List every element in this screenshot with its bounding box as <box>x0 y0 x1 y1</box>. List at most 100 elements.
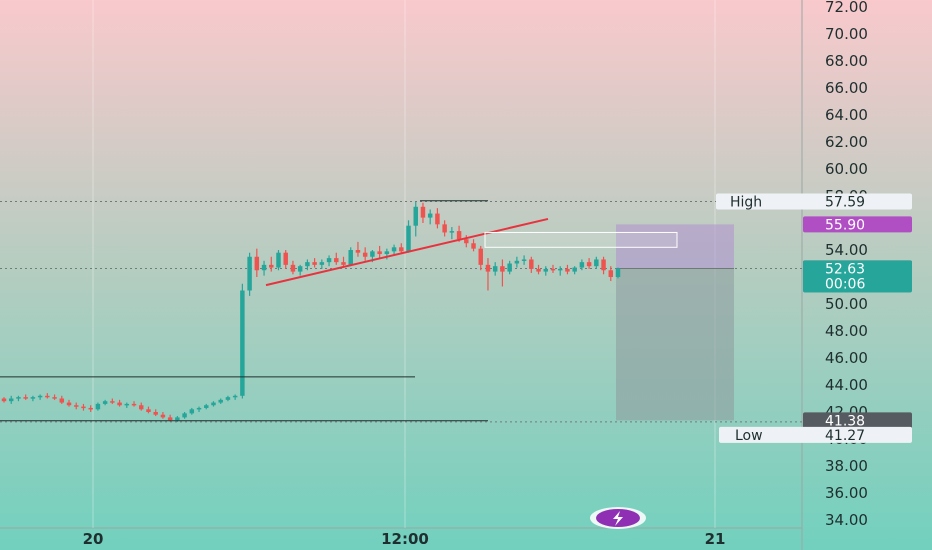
candle-body <box>225 397 231 400</box>
x-tick-label: 20 <box>83 530 104 548</box>
candle-body <box>167 417 173 421</box>
x-tick-label: 21 <box>705 530 726 548</box>
candle-body <box>427 213 433 218</box>
countdown-tag: 00:06 <box>825 276 865 292</box>
low-label: Low <box>735 428 763 444</box>
candle-body <box>319 262 325 265</box>
y-tick-label: 60.00 <box>825 160 868 178</box>
candle-body <box>399 247 404 252</box>
stop-loss-tag-bg <box>803 216 912 233</box>
y-tick-label: 64.00 <box>825 106 868 124</box>
candle-body <box>247 256 252 291</box>
candle-body <box>536 268 541 272</box>
candle-body <box>240 290 245 396</box>
candle-body <box>73 405 79 407</box>
candle-body <box>586 262 592 267</box>
candle-body <box>413 206 418 226</box>
candle-body <box>297 266 303 272</box>
candle-body <box>204 405 209 408</box>
y-tick-label: 66.00 <box>825 79 868 97</box>
candle-body <box>492 266 498 272</box>
take-profit-tag-bg <box>803 412 912 429</box>
candle-body <box>384 251 390 255</box>
price-tags: High57.5955.9052.6452.6300:0641.38Low41.… <box>716 193 912 444</box>
high-value: 57.59 <box>825 195 865 211</box>
candle-body <box>608 270 614 277</box>
candle-body <box>406 225 411 252</box>
candle-body <box>594 259 599 267</box>
x-tick-label: 12:00 <box>381 530 429 548</box>
low-tag-bg <box>719 426 912 443</box>
candle-body <box>341 262 346 265</box>
candle-body <box>507 263 512 272</box>
candle-body <box>377 251 382 255</box>
candle-body <box>160 414 166 418</box>
candle-body <box>449 231 455 233</box>
lightning-icon[interactable] <box>590 507 646 529</box>
candle-body <box>81 406 86 409</box>
candle-body <box>464 239 469 244</box>
candle-body <box>95 403 101 410</box>
candle-body <box>420 206 426 218</box>
high-label: High <box>730 195 762 211</box>
candle-body <box>478 248 483 265</box>
low-value: 41.27 <box>825 428 865 444</box>
y-tick-label: 50.00 <box>825 295 868 313</box>
candle-body <box>550 268 556 271</box>
high-tag-bg <box>716 193 912 210</box>
candle-body <box>124 403 130 406</box>
candle-body <box>1 398 7 402</box>
stop-loss-zone <box>616 224 734 269</box>
candle-body <box>110 401 115 403</box>
candle-body <box>261 264 267 271</box>
candle-body <box>334 258 339 263</box>
candle-body <box>305 262 310 267</box>
last-price-tag: 52.63 <box>825 261 865 277</box>
candle-body <box>30 397 36 399</box>
candle-body <box>514 260 520 264</box>
candle-body <box>579 262 585 268</box>
candle-body <box>131 403 137 406</box>
candle-body <box>175 417 180 421</box>
candles <box>1 201 621 422</box>
candle-body <box>88 407 93 410</box>
risk-reward-tool[interactable] <box>616 224 734 421</box>
trendline <box>265 217 549 287</box>
candle-body <box>312 262 317 265</box>
candle-body <box>182 413 187 418</box>
candle-body <box>146 409 151 412</box>
candle-body <box>521 259 527 261</box>
candle-body <box>500 266 505 272</box>
y-tick-label: 34.00 <box>825 511 868 529</box>
candle-body <box>326 258 332 263</box>
y-tick-label: 38.00 <box>825 457 868 475</box>
y-tick-label: 70.00 <box>825 25 868 43</box>
candle-body <box>16 397 21 399</box>
range-box <box>484 231 678 248</box>
candle-body <box>557 268 563 271</box>
candle-body <box>283 252 288 265</box>
candle-body <box>218 399 223 403</box>
candle-body <box>355 250 361 253</box>
y-tick-label: 48.00 <box>825 322 868 340</box>
candle-body <box>52 397 57 399</box>
candle-body <box>435 213 440 225</box>
y-tick-label: 46.00 <box>825 349 868 367</box>
candle-body <box>59 398 65 403</box>
y-tick-label: 44.00 <box>825 376 868 394</box>
drawings[interactable] <box>0 200 678 422</box>
candle-body <box>362 252 368 257</box>
candle-body <box>276 252 281 268</box>
y-tick-label: 36.00 <box>825 484 868 502</box>
candle-body <box>269 264 274 268</box>
candle-body <box>370 251 375 257</box>
candle-body <box>139 405 144 410</box>
candle-body <box>565 268 570 272</box>
time-axis[interactable]: 20 12:00 21 <box>83 530 726 548</box>
candle-body <box>37 395 43 398</box>
candle-body <box>153 412 158 415</box>
last-price-tag-bg <box>803 260 912 293</box>
candle-body <box>8 398 14 402</box>
